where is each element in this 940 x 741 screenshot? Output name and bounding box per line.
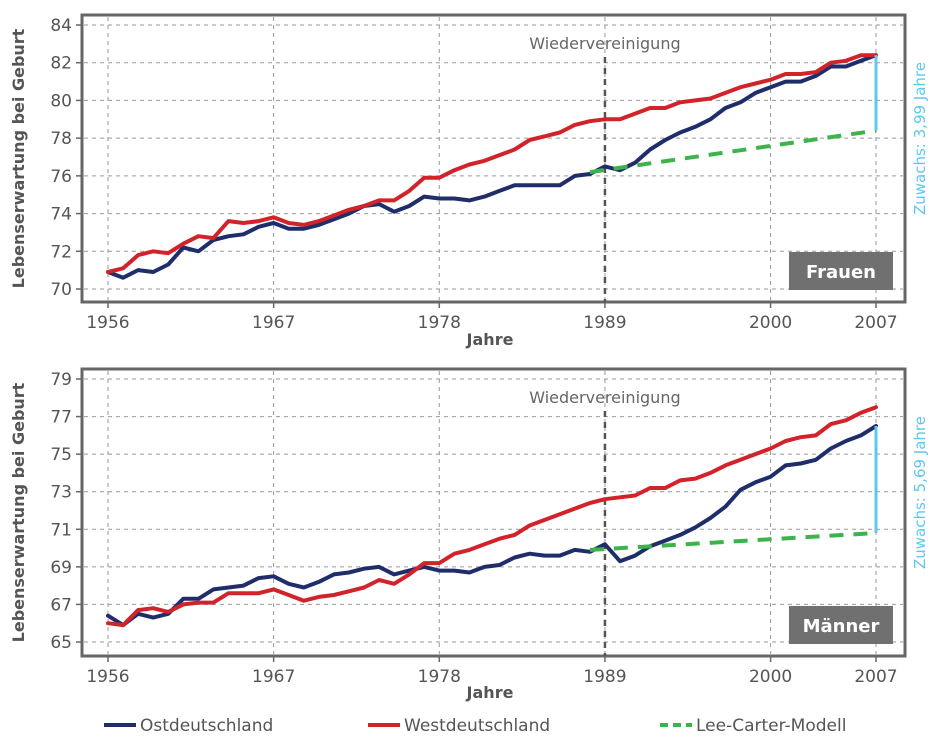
y-tick-label: 77 [50, 408, 72, 428]
y-tick-label: 67 [50, 595, 72, 615]
series-line-west [106, 53, 878, 274]
series-line-lee_carter [589, 531, 877, 552]
plot-frame [80, 367, 907, 658]
x-tick-label: 2007 [854, 313, 897, 333]
x-tick-label: 1967 [252, 667, 295, 687]
y-tick-label: 79 [50, 370, 72, 390]
y-tick-label: 82 [50, 54, 72, 74]
chart-panel-frauen: 70 72 74 76 78 80 82 84 1956 1967 1978 1989 2000 2007… [9, 13, 929, 349]
legend: Ostdeutschland Westdeutschland Lee-Carter-… [104, 716, 846, 736]
x-axis-label: Jahre [466, 683, 514, 702]
y-tick-label: 74 [50, 205, 72, 225]
y-axis-label: Lebenserwartung bei Geburt [9, 28, 28, 288]
y-axis-label: Lebenserwartung bei Geburt [9, 382, 28, 642]
y-tick-label: 71 [50, 520, 72, 540]
plot-frame [80, 13, 907, 304]
y-tick-label: 84 [50, 16, 72, 36]
panel-badge [789, 252, 893, 290]
x-tick-label: 2007 [854, 667, 897, 687]
x-axis-label: Jahre [466, 330, 514, 349]
panel-badge-label: Frauen [806, 262, 876, 283]
legend-label-lee_carter: Lee-Carter-Modell [696, 716, 846, 736]
y-tick-label: 78 [50, 129, 72, 149]
y-tick-label: 69 [50, 558, 72, 578]
zuwachs-label: Zuwachs: 3,99 Jahre [911, 62, 929, 215]
x-tick-label: 2000 [749, 667, 792, 687]
x-tick-label: 1956 [86, 667, 129, 687]
legend-label-west: Westdeutschland [404, 716, 550, 736]
annotation-label: Wiedervereinigung [529, 34, 680, 53]
series-line-lee_carter [589, 128, 877, 175]
panel-badge [789, 606, 893, 644]
x-tick-label: 1989 [583, 667, 626, 687]
panel-badge-label: Männer [803, 616, 880, 637]
y-tick-label: 75 [50, 445, 72, 465]
y-tick-label: 80 [50, 91, 72, 111]
x-tick-label: 1956 [86, 313, 129, 333]
y-tick-label: 70 [50, 280, 72, 300]
x-tick-label: 1967 [252, 313, 295, 333]
zuwachs-label: Zuwachs: 5,69 Jahre [911, 416, 929, 569]
y-tick-label: 72 [50, 242, 72, 262]
annotation-label: Wiedervereinigung [529, 388, 680, 407]
series-line-ost [106, 424, 878, 628]
x-tick-label: 1978 [418, 667, 461, 687]
legend-label-ost: Ostdeutschland [140, 716, 273, 736]
series-line-ost [106, 53, 878, 280]
x-tick-label: 1978 [418, 313, 461, 333]
y-tick-label: 65 [50, 633, 72, 653]
chart-panel-maenner: 65 67 69 71 73 75 77 79 1956 1967 1978 1989 2000 2007… [9, 367, 929, 702]
y-tick-label: 73 [50, 483, 72, 503]
y-tick-label: 76 [50, 167, 72, 187]
x-tick-label: 2000 [749, 313, 792, 333]
series-line-west [106, 405, 878, 628]
x-tick-label: 1989 [583, 313, 626, 333]
